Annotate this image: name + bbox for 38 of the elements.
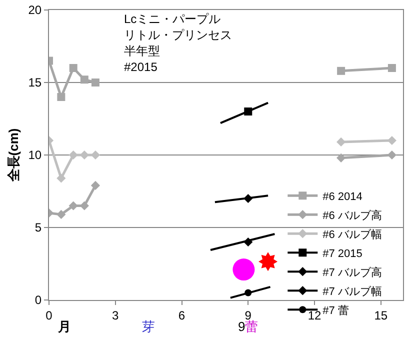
point [68,150,78,160]
y-axis-title: 全長(cm) [6,128,22,183]
point [80,150,89,160]
point [69,64,78,72]
legend-label: #7 バルブ高 [322,266,382,279]
point [56,174,66,183]
x-tick-label: 3 [112,308,120,322]
point [80,76,88,84]
legend-label: #7 蕾 [322,304,349,317]
legend-label: #7 2015 [322,248,362,260]
annotation: 半年型 [124,44,160,58]
x-tick-label: 6 [178,308,186,322]
point [387,136,396,146]
point [90,150,100,160]
chart-title: Lcミニ・パープル [124,12,221,26]
x-tick-label: 12 [308,308,322,322]
legend-label: #6 バルブ幅 [322,228,382,241]
x-tick-label: 0 [46,308,53,322]
legend-label: #6 2014 [322,190,362,203]
point [91,78,100,86]
text: 9蕾 [238,319,258,334]
text: リトル・プリンセス [124,28,232,42]
point [57,93,66,101]
legend-label: #6 バルブ高 [322,208,382,222]
y-tick-label: 15 [28,76,42,90]
text: 芽 [142,319,155,334]
point [336,153,346,162]
y-tick-label: 10 [28,148,42,162]
text: 月 [57,319,71,334]
y-tick-label: 20 [28,3,42,18]
y-tick-label: 5 [34,220,42,235]
x-tick-label: 15 [374,308,388,322]
point [387,150,396,160]
point [90,180,100,190]
annotation: #2015 [124,60,158,74]
legend-label: #7 バルブ幅 [322,284,382,298]
point [56,210,66,219]
y-tick-label: 0 [34,293,42,308]
